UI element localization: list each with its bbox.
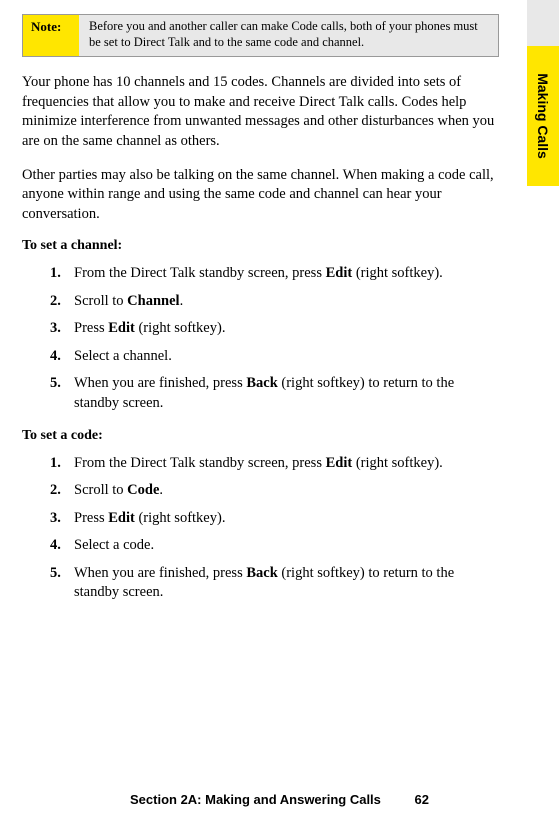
page-content: Note: Before you and another caller can … — [0, 0, 559, 603]
list-item: 5.When you are finished, press Back (rig… — [50, 374, 499, 413]
step-number: 2. — [50, 292, 61, 312]
step-text: When you are finished, press — [74, 375, 246, 391]
tab-yellow-segment: Making Calls — [527, 46, 559, 186]
heading-set-channel: To set a channel: — [22, 238, 499, 254]
tab-label: Making Calls — [535, 73, 551, 159]
step-text: Press — [74, 320, 108, 336]
step-number: 1. — [50, 454, 61, 474]
step-number: 5. — [50, 564, 61, 584]
footer-page-number: 62 — [415, 792, 429, 807]
note-text: Before you and another caller can make C… — [79, 15, 498, 56]
step-bold: Edit — [326, 265, 353, 281]
step-text: (right softkey). — [135, 320, 226, 336]
step-bold: Edit — [326, 455, 353, 471]
step-text: . — [180, 293, 184, 309]
step-text: Scroll to — [74, 293, 127, 309]
step-text: . — [159, 482, 163, 498]
step-text: When you are finished, press — [74, 565, 246, 581]
step-bold: Back — [246, 375, 277, 391]
note-box: Note: Before you and another caller can … — [22, 14, 499, 57]
list-item: 1. From the Direct Talk standby screen, p… — [50, 264, 499, 284]
list-item: 1. From the Direct Talk standby screen, p… — [50, 454, 499, 474]
step-text: (right softkey). — [352, 455, 443, 471]
step-text: (right softkey). — [352, 265, 443, 281]
step-number: 4. — [50, 536, 61, 556]
step-text: Scroll to — [74, 482, 127, 498]
list-item: 3. Press Edit (right softkey). — [50, 319, 499, 339]
step-number: 4. — [50, 347, 61, 367]
step-number: 5. — [50, 374, 61, 394]
step-bold: Edit — [108, 510, 135, 526]
step-text: Press — [74, 510, 108, 526]
step-number: 3. — [50, 319, 61, 339]
paragraph-channels-codes: Your phone has 10 channels and 15 codes.… — [22, 73, 499, 151]
step-text: (right softkey). — [135, 510, 226, 526]
list-item: 3. Press Edit (right softkey). — [50, 509, 499, 529]
step-text: Select a channel. — [74, 348, 172, 364]
page-footer: Section 2A: Making and Answering Calls 6… — [0, 792, 559, 807]
note-label: Note: — [23, 15, 79, 56]
step-bold: Back — [246, 565, 277, 581]
tab-gray-segment — [527, 0, 559, 46]
list-item: 2. Scroll to Channel. — [50, 292, 499, 312]
step-number: 2. — [50, 481, 61, 501]
list-item: 4. Select a channel. — [50, 347, 499, 367]
step-bold: Edit — [108, 320, 135, 336]
steps-set-code: 1. From the Direct Talk standby screen, p… — [22, 454, 499, 603]
step-text: From the Direct Talk standby screen, pre… — [74, 265, 326, 281]
steps-set-channel: 1. From the Direct Talk standby screen, p… — [22, 264, 499, 413]
step-bold: Channel — [127, 293, 179, 309]
list-item: 5.When you are finished, press Back (rig… — [50, 564, 499, 603]
step-bold: Code — [127, 482, 159, 498]
paragraph-other-parties: Other parties may also be talking on the… — [22, 166, 499, 225]
side-tab: Making Calls — [527, 0, 559, 186]
heading-set-code: To set a code: — [22, 428, 499, 444]
step-text: From the Direct Talk standby screen, pre… — [74, 455, 326, 471]
step-text: Select a code. — [74, 537, 154, 553]
footer-section: Section 2A: Making and Answering Calls — [130, 792, 381, 807]
list-item: 4. Select a code. — [50, 536, 499, 556]
step-number: 1. — [50, 264, 61, 284]
step-number: 3. — [50, 509, 61, 529]
list-item: 2. Scroll to Code. — [50, 481, 499, 501]
